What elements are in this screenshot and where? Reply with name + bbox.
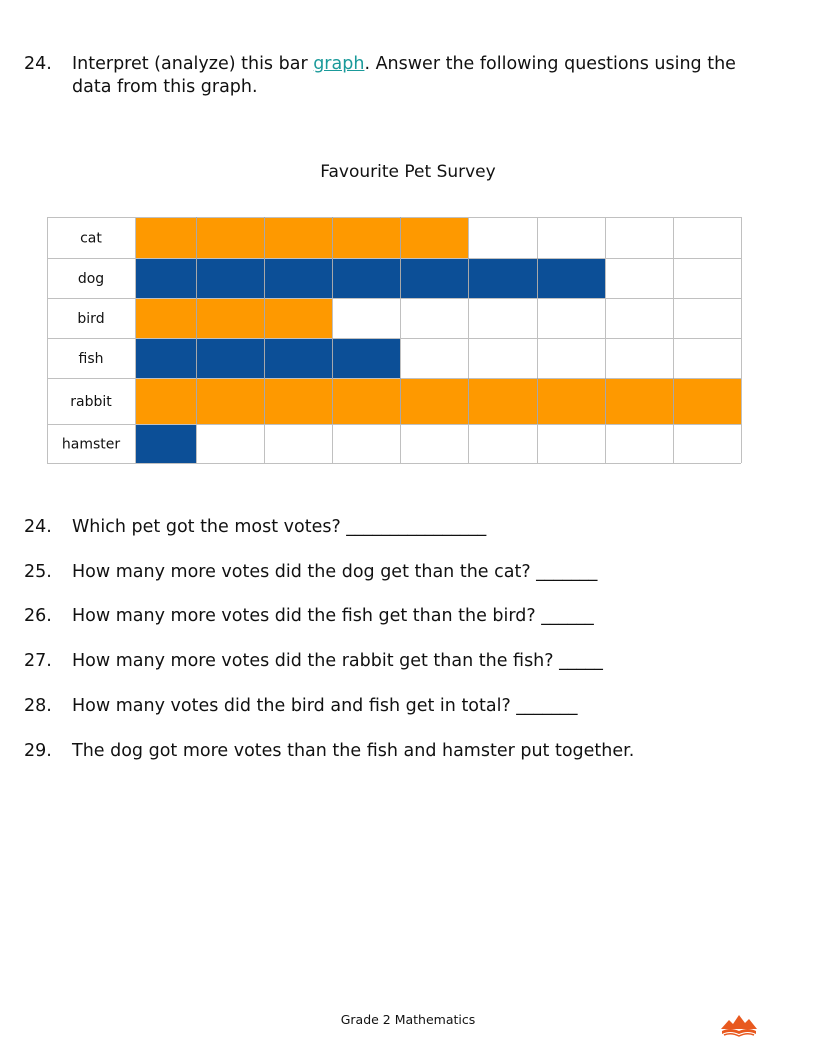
intro-number: 24.: [24, 54, 52, 74]
page-footer: Grade 2 Mathematics: [340, 1012, 476, 1027]
question-item: 29. The dog got more votes than the fish…: [24, 740, 764, 763]
category-label-rabbit: rabbit: [70, 394, 112, 410]
category-label-dog: dog: [78, 271, 104, 287]
question-text: Which pet got the most votes? __________…: [72, 517, 487, 537]
question-number: 24.: [24, 517, 52, 537]
category-label-fish: fish: [79, 351, 104, 367]
question-item: 27. How many more votes did the rabbit g…: [24, 650, 764, 673]
graph-link[interactable]: graph: [313, 54, 365, 74]
mountain-book-logo-icon: [721, 1015, 757, 1037]
intro-question: 24. Interpret (analyze) this bar graph. …: [24, 53, 764, 99]
bar-rabbit: [135, 378, 741, 424]
question-text: How many more votes did the rabbit get t…: [72, 651, 603, 671]
question-text: How many more votes did the dog get than…: [72, 562, 598, 582]
bar-hamster: [135, 424, 196, 463]
question-item: 25. How many more votes did the dog get …: [24, 561, 764, 584]
question-text: The dog got more votes than the fish and…: [72, 741, 635, 761]
chart-grid: [47, 217, 742, 464]
bar-bird: [135, 298, 332, 338]
intro-text-before: Interpret (analyze) this bar: [72, 54, 314, 74]
question-number: 25.: [24, 562, 52, 582]
question-text: How many more votes did the fish get tha…: [72, 606, 594, 626]
category-label-bird: bird: [77, 311, 104, 327]
question-item: 24. Which pet got the most votes? ______…: [24, 516, 764, 539]
category-label-cat: cat: [80, 231, 102, 247]
question-number: 29.: [24, 741, 52, 761]
question-number: 27.: [24, 651, 52, 671]
category-label-hamster: hamster: [62, 437, 120, 453]
bar-chart: cat dog bird fish rabbit hamster: [47, 217, 742, 464]
intro-text: Interpret (analyze) this bar graph. Answ…: [72, 53, 764, 99]
bar-dog: [135, 258, 605, 298]
intro-text-after: . Answer the following questions using t…: [72, 54, 736, 97]
question-text: How many votes did the bird and fish get…: [72, 696, 578, 716]
question-number: 26.: [24, 606, 52, 626]
chart-title: Favourite Pet Survey: [320, 162, 496, 182]
bar-fish: [135, 338, 400, 378]
bar-cat: [135, 217, 468, 258]
question-number: 28.: [24, 696, 52, 716]
question-item: 26. How many more votes did the fish get…: [24, 605, 764, 628]
question-item: 28. How many votes did the bird and fish…: [24, 695, 764, 718]
